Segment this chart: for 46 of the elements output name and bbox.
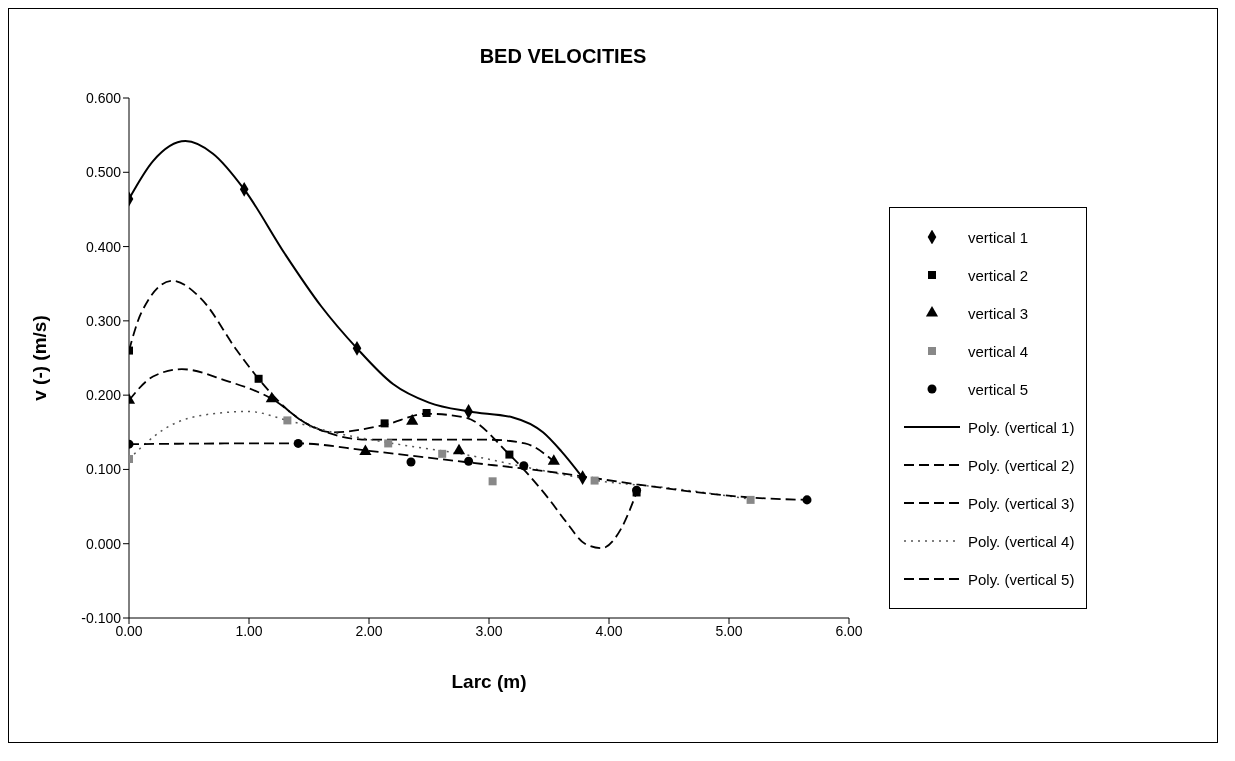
x-tick-label: 1.00	[235, 622, 263, 639]
point	[519, 461, 529, 471]
point	[254, 374, 263, 383]
x-tick-label: 6.00	[835, 622, 863, 639]
point	[452, 443, 466, 455]
legend-label: Poly. (vertical 1)	[968, 418, 1075, 436]
point	[384, 439, 393, 448]
legend-label: vertical 1	[968, 228, 1029, 246]
x-tick-label: 4.00	[595, 622, 623, 639]
point	[547, 454, 560, 465]
point	[505, 450, 514, 459]
point	[265, 391, 278, 403]
legend-label: vertical 2	[968, 266, 1029, 284]
point	[359, 444, 372, 456]
legend-label: Poly. (vertical 3)	[968, 494, 1075, 512]
point	[380, 419, 389, 428]
y-axis-title: v (-) (m/s)	[28, 315, 50, 401]
legend-label: Poly. (vertical 5)	[968, 570, 1075, 588]
y-tick-label: 0.100	[85, 461, 122, 478]
y-tick-label: 0.500	[85, 164, 122, 181]
y-tick-label: 0.200	[85, 387, 122, 404]
point	[746, 495, 755, 504]
point	[283, 416, 292, 425]
y-tick-label: 0.600	[85, 89, 122, 106]
legend-label: vertical 4	[968, 342, 1029, 360]
point	[293, 438, 303, 448]
legend-label: vertical 5	[968, 380, 1029, 398]
point	[406, 457, 416, 467]
legend-label: vertical 3	[968, 304, 1029, 322]
x-tick-label: 5.00	[715, 622, 743, 639]
point	[488, 477, 497, 486]
point	[422, 408, 431, 417]
legend-label: Poly. (vertical 4)	[968, 532, 1075, 550]
x-axis-title: Larc (m)	[451, 671, 527, 692]
y-tick-label: 0.300	[85, 312, 122, 329]
y-tick-label: 0.000	[85, 535, 122, 552]
point	[438, 449, 447, 458]
x-tick-label: 2.00	[355, 622, 383, 639]
y-tick-label: 0.400	[85, 238, 122, 255]
point	[802, 495, 812, 505]
point	[590, 476, 599, 485]
point	[406, 414, 419, 425]
chart-title: BED VELOCITIES	[478, 45, 648, 68]
x-tick-label: 3.00	[475, 622, 503, 639]
legend-label: Poly. (vertical 2)	[968, 456, 1075, 474]
point	[464, 456, 474, 466]
